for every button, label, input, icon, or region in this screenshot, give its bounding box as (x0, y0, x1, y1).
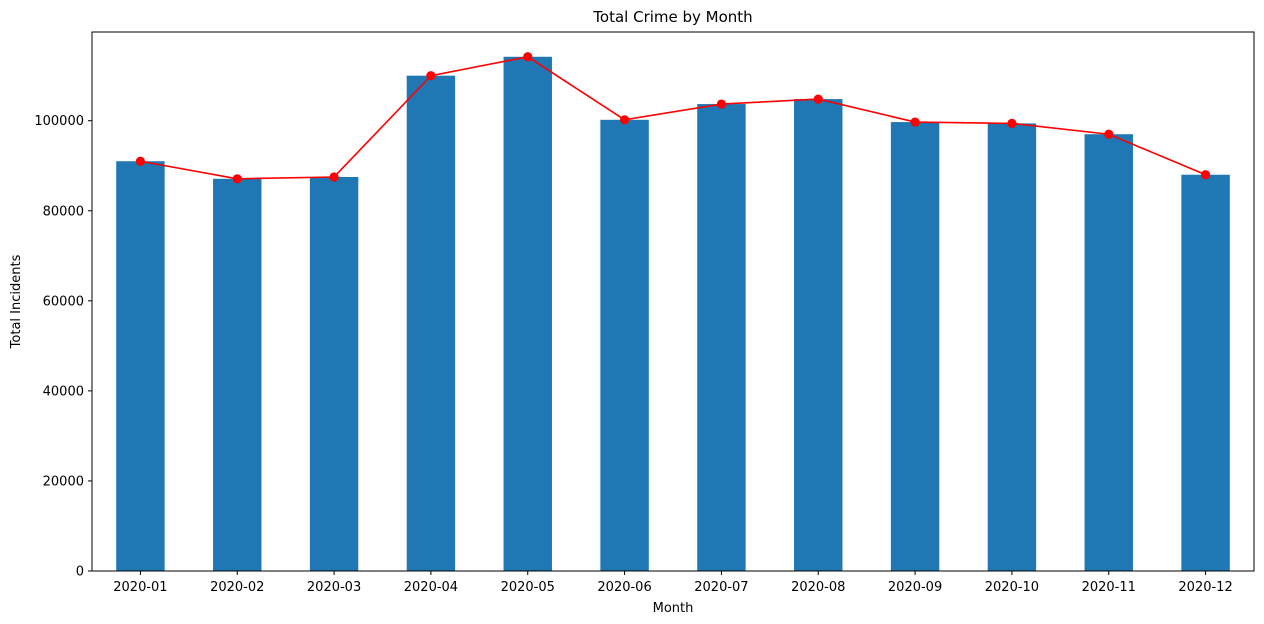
line-point-2020-12 (1200, 170, 1211, 180)
x-tick-label: 2020-05 (501, 580, 555, 595)
bar-2020-05 (503, 56, 552, 571)
x-tick-label: 2020-03 (307, 580, 361, 595)
line-point-2020-03 (329, 172, 339, 182)
y-tick-label: 80000 (43, 204, 84, 219)
plot-frame (91, 31, 1255, 572)
chart-title: Total Crime by Month (592, 8, 752, 26)
x-tick-label: 2020-07 (694, 580, 748, 595)
line-point-2020-02 (232, 174, 242, 184)
y-axis-title: Total Incidents (9, 254, 24, 349)
line-layer (135, 52, 1211, 184)
bar-2020-08 (794, 99, 843, 571)
line-point-2020-10 (1007, 118, 1017, 129)
bar-2020-04 (406, 75, 456, 572)
trend-line (140, 55, 1206, 180)
line-point-2020-05 (523, 52, 533, 62)
bar-2020-03 (309, 176, 359, 572)
line-point-2020-08 (813, 94, 823, 104)
y-tick-label: 40000 (43, 384, 84, 399)
line-point-2020-01 (135, 156, 146, 166)
x-tick-label: 2020-10 (985, 580, 1039, 595)
x-tick-label: 2020-11 (1082, 580, 1136, 595)
x-tick-label: 2020-06 (597, 580, 651, 595)
x-axis: 2020-01 2020-02 2020-03 2020-04 2020-05 2020-… (113, 571, 1233, 595)
y-axis: 0 20000 40000 60000 80000 100000 (34, 114, 92, 580)
x-tick-label: 2020-04 (404, 580, 458, 595)
x-tick-label: 2020-02 (210, 580, 264, 595)
bar-2020-10 (987, 123, 1037, 571)
bar-2020-09 (890, 122, 940, 571)
y-tick-label: 20000 (43, 474, 84, 489)
x-tick-label: 2020-12 (1178, 580, 1232, 595)
y-tick-label: 0 (76, 565, 84, 580)
line-point-2020-11 (1104, 129, 1114, 139)
line-point-2020-09 (910, 117, 920, 127)
x-tick-label: 2020-08 (791, 580, 845, 595)
line-point-2020-07 (716, 99, 727, 109)
bar-2020-11 (1084, 134, 1133, 571)
bars-layer (116, 56, 1230, 572)
y-tick-label: 60000 (43, 294, 84, 309)
y-tick-label: 100000 (34, 114, 84, 129)
bar-2020-06 (600, 119, 649, 571)
x-tick-label: 2020-01 (113, 580, 167, 595)
bar-2020-12 (1181, 174, 1230, 572)
bar-2020-07 (697, 104, 746, 572)
bar-2020-02 (213, 178, 262, 572)
x-axis-title: Month (653, 601, 694, 616)
bar-2020-01 (116, 161, 165, 572)
line-point-2020-06 (619, 115, 630, 125)
line-point-2020-04 (426, 71, 436, 81)
x-tick-label: 2020-09 (888, 580, 942, 595)
